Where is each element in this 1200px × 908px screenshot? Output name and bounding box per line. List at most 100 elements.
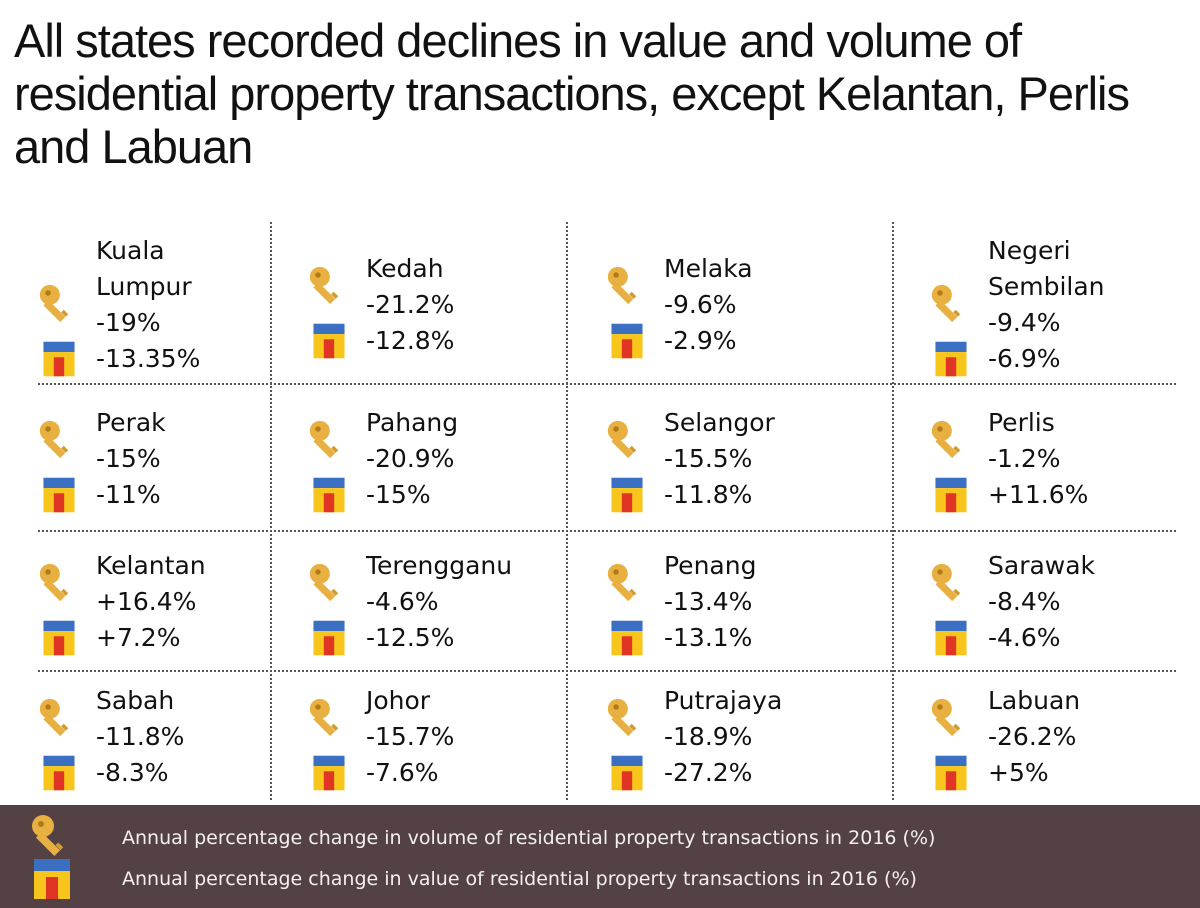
value-change: -4.6% bbox=[988, 623, 1061, 652]
value-change: -15% bbox=[366, 480, 431, 509]
state-name: Sembilan bbox=[988, 272, 1105, 301]
value-change: +7.2% bbox=[96, 623, 181, 652]
volume-change: -13.4% bbox=[664, 587, 753, 616]
key-icon bbox=[39, 698, 69, 737]
state-text: Selangor -15.5% -11.8% bbox=[664, 405, 775, 513]
house-icon bbox=[313, 477, 345, 513]
state-text: Perlis -1.2% +11.6% bbox=[988, 405, 1088, 513]
volume-change: -8.4% bbox=[988, 587, 1061, 616]
house-icon bbox=[611, 755, 643, 791]
value-change: +11.6% bbox=[988, 480, 1089, 509]
volume-change: +16.4% bbox=[96, 587, 197, 616]
volume-change: -26.2% bbox=[988, 722, 1077, 751]
state-text: Perak -15% -11% bbox=[96, 405, 166, 513]
volume-change: -18.9% bbox=[664, 722, 753, 751]
state-text: Johor -15.7% -7.6% bbox=[366, 683, 454, 791]
state-text: Kedah -21.2% -12.8% bbox=[366, 251, 454, 359]
house-icon bbox=[611, 620, 643, 656]
key-icon bbox=[39, 284, 69, 323]
state-name: Kelantan bbox=[96, 551, 206, 580]
state-text: Putrajaya -18.9% -27.2% bbox=[664, 683, 782, 791]
state-text: Kelantan +16.4% +7.2% bbox=[96, 548, 206, 656]
house-icon bbox=[43, 477, 75, 513]
house-icon bbox=[43, 341, 75, 377]
house-icon bbox=[935, 755, 967, 791]
house-icon bbox=[935, 477, 967, 513]
state-name: Pahang bbox=[366, 408, 459, 437]
volume-change: -21.2% bbox=[366, 290, 455, 319]
volume-change: -15.5% bbox=[664, 444, 753, 473]
house-icon bbox=[43, 620, 75, 656]
house-icon bbox=[34, 859, 70, 899]
key-icon bbox=[309, 266, 339, 305]
key-icon bbox=[309, 698, 339, 737]
state-name: Negeri bbox=[988, 236, 1071, 265]
state-text: Labuan -26.2% +5% bbox=[988, 683, 1080, 791]
state-name: Perak bbox=[96, 408, 166, 437]
volume-change: -20.9% bbox=[366, 444, 455, 473]
volume-change: -4.6% bbox=[366, 587, 439, 616]
key-icon bbox=[607, 563, 637, 602]
legend: Annual percentage change in volume of re… bbox=[0, 805, 1200, 908]
value-change: -27.2% bbox=[664, 758, 753, 787]
key-icon bbox=[309, 563, 339, 602]
key-icon bbox=[931, 420, 961, 459]
state-text: Pahang -20.9% -15% bbox=[366, 405, 458, 513]
volume-change: -19% bbox=[96, 308, 161, 337]
row-divider bbox=[38, 670, 1176, 672]
volume-change: -15% bbox=[96, 444, 161, 473]
state-text: Terengganu -4.6% -12.5% bbox=[366, 548, 512, 656]
column-divider bbox=[892, 222, 894, 800]
value-change: -11% bbox=[96, 480, 161, 509]
value-change: +5% bbox=[988, 758, 1049, 787]
volume-change: -1.2% bbox=[988, 444, 1061, 473]
key-icon bbox=[931, 698, 961, 737]
state-name: Labuan bbox=[988, 686, 1081, 715]
value-change: -12.8% bbox=[366, 326, 455, 355]
row-divider bbox=[38, 383, 1176, 385]
state-text: Sarawak -8.4% -4.6% bbox=[988, 548, 1095, 656]
volume-change: -11.8% bbox=[96, 722, 185, 751]
state-name: Selangor bbox=[664, 408, 775, 437]
value-change: -13.1% bbox=[664, 623, 753, 652]
volume-change: -9.4% bbox=[988, 308, 1061, 337]
key-icon bbox=[39, 563, 69, 602]
house-icon bbox=[935, 341, 967, 377]
value-change: -2.9% bbox=[664, 326, 737, 355]
house-icon bbox=[935, 620, 967, 656]
state-name: Kuala bbox=[96, 236, 165, 265]
key-icon bbox=[32, 815, 64, 857]
state-name: Penang bbox=[664, 551, 757, 580]
state-name: Kedah bbox=[366, 254, 444, 283]
value-change: -13.35% bbox=[96, 344, 201, 373]
value-change: -12.5% bbox=[366, 623, 455, 652]
state-text: Melaka -9.6% -2.9% bbox=[664, 251, 753, 359]
state-name: Johor bbox=[366, 686, 431, 715]
value-change: -11.8% bbox=[664, 480, 753, 509]
state-name: Perlis bbox=[988, 408, 1055, 437]
column-divider bbox=[566, 222, 568, 800]
key-icon bbox=[931, 284, 961, 323]
state-name: Putrajaya bbox=[664, 686, 783, 715]
house-icon bbox=[313, 620, 345, 656]
key-icon bbox=[931, 563, 961, 602]
key-icon bbox=[309, 420, 339, 459]
house-icon bbox=[313, 755, 345, 791]
house-icon bbox=[313, 323, 345, 359]
volume-change: -9.6% bbox=[664, 290, 737, 319]
house-icon bbox=[611, 323, 643, 359]
state-name: Sabah bbox=[96, 686, 175, 715]
state-name: Lumpur bbox=[96, 272, 192, 301]
state-text: Sabah -11.8% -8.3% bbox=[96, 683, 184, 791]
row-divider bbox=[38, 530, 1176, 532]
house-icon bbox=[611, 477, 643, 513]
volume-change: -15.7% bbox=[366, 722, 455, 751]
key-icon bbox=[39, 420, 69, 459]
value-change: -6.9% bbox=[988, 344, 1061, 373]
state-name: Terengganu bbox=[366, 551, 513, 580]
key-icon bbox=[607, 266, 637, 305]
state-name: Melaka bbox=[664, 254, 753, 283]
legend-volume-label: Annual percentage change in volume of re… bbox=[122, 827, 936, 849]
column-divider bbox=[270, 222, 272, 800]
